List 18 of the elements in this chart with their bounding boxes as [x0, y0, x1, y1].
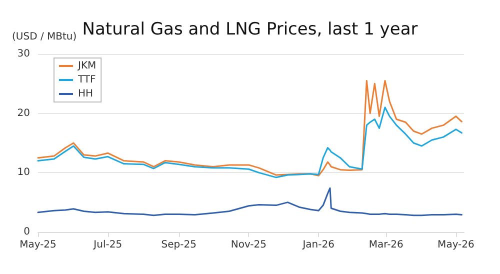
legend-label: TTF: [77, 74, 96, 86]
y-tick-label: 10: [17, 167, 30, 178]
legend-label: HH: [78, 88, 94, 100]
x-tick-label: Nov-25: [230, 240, 267, 250]
x-tick-label: May-26: [438, 240, 474, 250]
line-series: [37, 187, 462, 216]
chart-title: Natural Gas and LNG Prices, last 1 year: [82, 20, 418, 40]
line-series: [37, 106, 462, 178]
y-tick-label: 30: [17, 48, 30, 60]
x-tick-label: Jul-25: [92, 240, 122, 250]
y-axis-title: (USD / MBtu): [12, 32, 77, 42]
x-tick-label: May-25: [20, 240, 56, 250]
y-tick-label: 20: [17, 108, 30, 119]
x-tick-label: Mar-26: [368, 240, 404, 250]
y-tick-label: 0: [24, 226, 30, 238]
legend-label: JKM: [77, 60, 96, 72]
x-tick-label: Jan-26: [302, 240, 334, 250]
x-tick-label: Sep-25: [161, 240, 196, 250]
